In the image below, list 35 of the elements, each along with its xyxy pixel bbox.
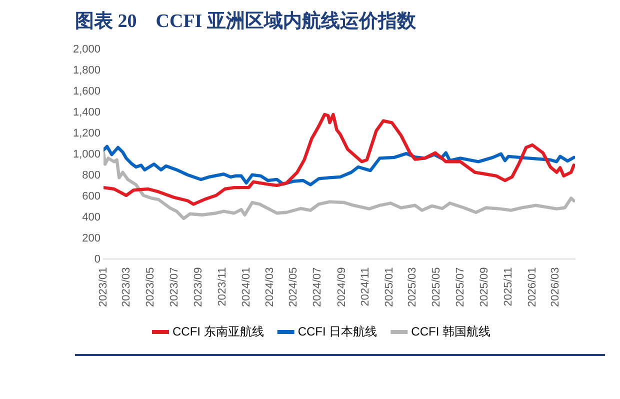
x-tick-label: 2023/01	[98, 267, 110, 308]
y-tick-label: 1,400	[72, 106, 101, 119]
x-tick-label: 2026/03	[549, 267, 562, 308]
x-tick-label: 2024/11	[360, 267, 372, 306]
x-tick-label: 2024/09	[336, 267, 348, 308]
y-tick-label: 2,000	[72, 44, 101, 56]
y-tick-label: 1,000	[72, 148, 101, 160]
y-tick-label: 800	[82, 169, 101, 182]
y-tick-label: 0	[94, 253, 101, 266]
y-tick-label: 200	[82, 232, 101, 244]
legend-label: CCFI 日本航线	[298, 324, 378, 338]
x-tick-label: 2025/03	[406, 267, 419, 308]
y-tick-label: 1,200	[72, 127, 101, 140]
x-tick-label: 2024/01	[240, 267, 252, 308]
legend-label: CCFI 韩国航线	[411, 324, 491, 338]
x-tick-label: 2023/03	[120, 267, 133, 308]
x-tick-label: 2025/11	[502, 267, 515, 306]
chart-title: 图表 20 CCFI 亚洲区域内航线运价指数	[75, 10, 416, 34]
y-tick-label: 400	[82, 211, 101, 224]
x-tick-label: 2025/05	[430, 267, 443, 308]
x-tick-label: 2023/05	[144, 267, 157, 308]
x-tick-label: 2023/11	[216, 267, 228, 306]
x-tick-label: 2026/01	[526, 267, 538, 308]
y-tick-label: 1,600	[72, 86, 101, 98]
x-tick-label: 2023/09	[192, 267, 205, 308]
legend-label: CCFI 东南亚航线	[172, 324, 264, 338]
x-tick-label: 2024/03	[264, 267, 276, 308]
x-tick-label: 2023/07	[168, 267, 180, 308]
x-tick-label: 2025/07	[454, 267, 466, 308]
x-tick-label: 2025/01	[384, 267, 396, 308]
x-tick-label: 2025/09	[478, 267, 491, 308]
y-tick-label: 600	[82, 190, 101, 202]
y-tick-label: 1,800	[72, 64, 101, 77]
x-tick-label: 2024/05	[288, 267, 300, 308]
x-tick-label: 2024/07	[312, 267, 324, 308]
